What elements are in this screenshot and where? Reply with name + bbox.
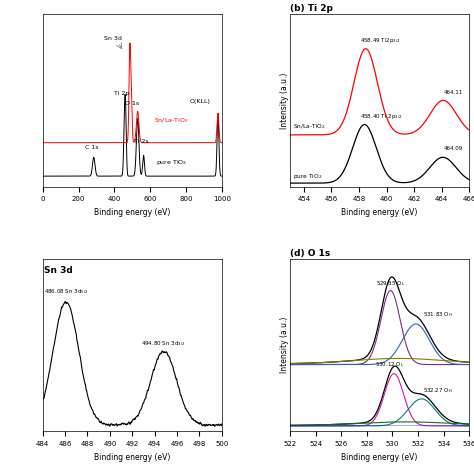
Y-axis label: Intensity (a.u.): Intensity (a.u.) <box>280 72 289 128</box>
Text: Sn/La-TiO$_2$: Sn/La-TiO$_2$ <box>293 122 325 131</box>
Text: C 1s: C 1s <box>85 145 99 150</box>
Text: 464.11: 464.11 <box>444 90 463 94</box>
Y-axis label: Intensity (a.u.): Intensity (a.u.) <box>280 317 289 374</box>
Text: 532.27 O$_H$: 532.27 O$_H$ <box>423 386 453 394</box>
Text: pure TiO$_2$: pure TiO$_2$ <box>156 157 187 166</box>
X-axis label: Binding energy (eV): Binding energy (eV) <box>94 208 171 217</box>
Text: O 1s: O 1s <box>125 101 139 106</box>
Text: pure TiO$_2$: pure TiO$_2$ <box>293 172 322 181</box>
Text: 486.08 Sn 3d$_{5/2}$: 486.08 Sn 3d$_{5/2}$ <box>44 288 88 296</box>
Text: Sn/La-TiO$_2$: Sn/La-TiO$_2$ <box>155 116 189 125</box>
X-axis label: Binding energy (eV): Binding energy (eV) <box>94 453 171 462</box>
Text: Ti 2s: Ti 2s <box>135 139 149 144</box>
Text: (d) O 1s: (d) O 1s <box>290 249 330 258</box>
X-axis label: Binding energy (eV): Binding energy (eV) <box>341 208 418 217</box>
Text: O(KLL): O(KLL) <box>190 99 210 104</box>
Text: 458.49 Ti2p$_{3/2}$: 458.49 Ti2p$_{3/2}$ <box>360 36 401 45</box>
X-axis label: Binding energy (eV): Binding energy (eV) <box>341 453 418 462</box>
Text: 530.12 O$_L$: 530.12 O$_L$ <box>375 360 404 369</box>
Text: 531.83 O$_H$: 531.83 O$_H$ <box>423 310 453 319</box>
Text: (b) Ti 2p: (b) Ti 2p <box>290 4 333 13</box>
Text: 494.80 Sn 3d$_{3/2}$: 494.80 Sn 3d$_{3/2}$ <box>141 340 185 348</box>
Text: 458.40 Ti 2p$_{3/2}$: 458.40 Ti 2p$_{3/2}$ <box>360 112 402 121</box>
Text: 464.09: 464.09 <box>444 146 463 151</box>
Text: Ti 2p: Ti 2p <box>114 91 129 96</box>
Text: Sn 3d: Sn 3d <box>104 36 121 41</box>
Text: 529.85 O$_L$: 529.85 O$_L$ <box>376 279 405 288</box>
Text: Sn 3d: Sn 3d <box>45 266 73 275</box>
